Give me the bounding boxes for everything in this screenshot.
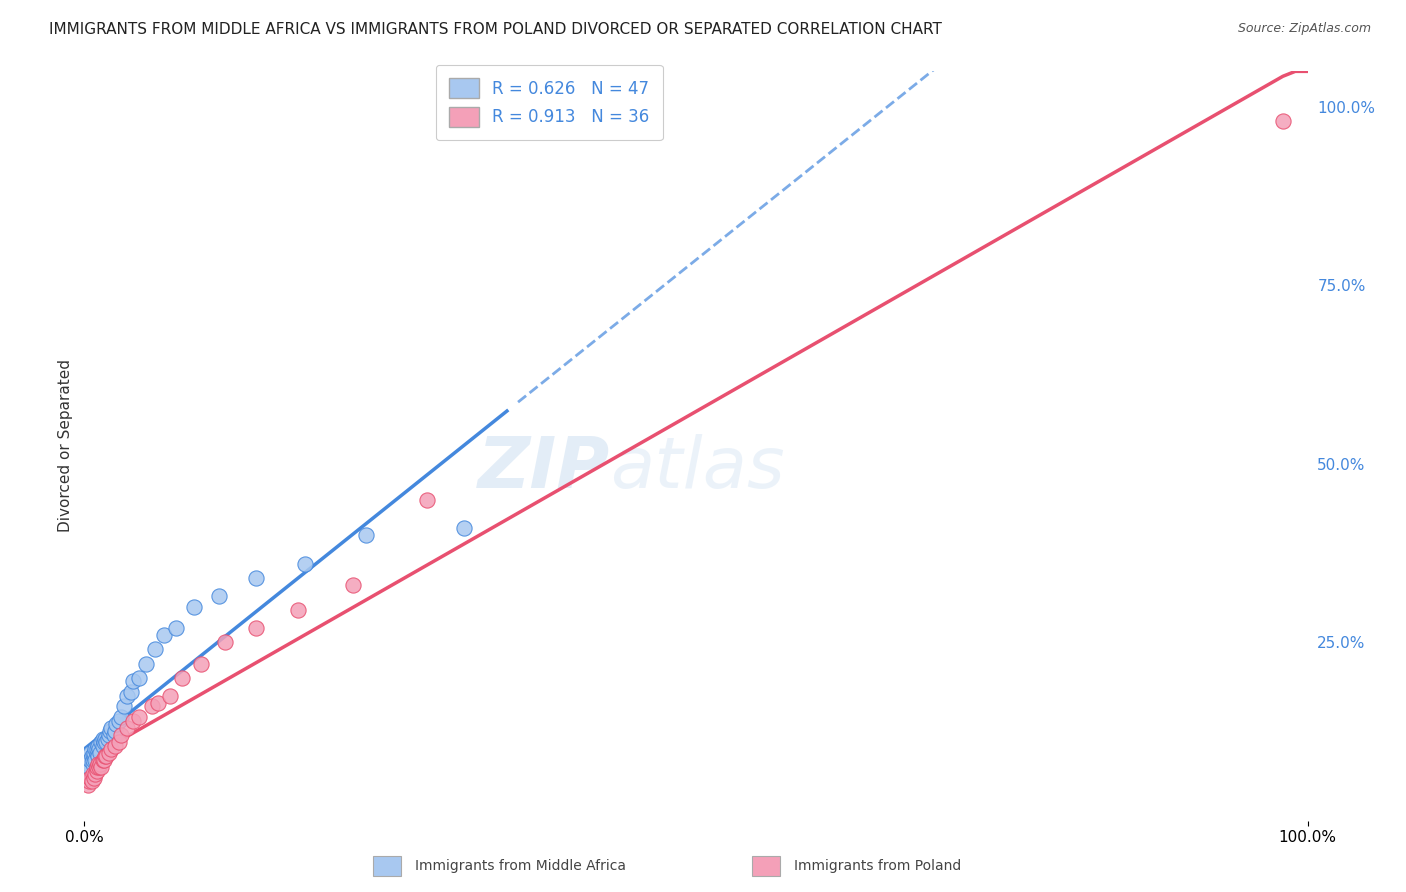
Point [146,696,169,710]
Point [97,731,120,746]
Point [294,557,316,571]
Point [87,742,110,756]
Point [84,742,107,756]
Point [143,642,166,657]
Point [110,728,132,742]
Point [86,742,108,756]
Point [93,735,115,749]
Point [77,774,100,789]
Point [82,753,104,767]
Point [115,689,138,703]
Point [77,756,100,771]
Point [208,589,231,603]
Point [79,746,101,760]
Point [159,689,181,703]
Point [122,674,145,689]
Point [245,621,267,635]
Point [83,749,105,764]
Point [86,764,108,778]
Point [172,671,194,685]
Point [107,735,129,749]
Point [122,714,145,728]
Point [165,621,187,635]
Point [93,753,115,767]
Point [83,771,105,785]
Point [245,571,267,585]
Point [84,767,107,781]
Point [89,756,111,771]
Point [96,749,118,764]
Point [416,492,439,507]
Point [135,657,157,671]
Point [183,599,205,614]
Point [79,771,101,785]
Point [94,731,117,746]
Point [107,714,129,728]
Point [128,710,150,724]
Point [115,721,138,735]
Point [87,760,110,774]
Point [91,753,114,767]
Point [354,528,377,542]
Point [190,657,212,671]
Point [453,521,475,535]
Text: atlas: atlas [610,434,785,503]
Point [100,721,122,735]
Point [96,735,118,749]
Point [89,746,111,760]
Point [110,710,132,724]
Text: Immigrants from Middle Africa: Immigrants from Middle Africa [415,859,626,873]
Point [83,746,105,760]
Point [86,746,108,760]
Legend: R = 0.626   N = 47, R = 0.913   N = 36: R = 0.626 N = 47, R = 0.913 N = 36 [436,65,662,140]
Point [90,735,112,749]
Point [98,724,121,739]
Point [112,699,135,714]
Point [97,746,120,760]
Y-axis label: Divorced or Separated: Divorced or Separated [58,359,73,533]
Point [104,739,127,753]
Point [141,699,163,714]
Point [153,628,176,642]
Point [84,753,107,767]
Point [120,685,142,699]
Point [103,728,125,742]
Point [105,717,128,731]
Point [77,760,100,774]
Text: ZIP: ZIP [478,434,610,503]
Point [100,742,122,756]
Point [1272,114,1295,128]
Point [87,756,110,771]
Point [104,724,127,739]
Text: IMMIGRANTS FROM MIDDLE AFRICA VS IMMIGRANTS FROM POLAND DIVORCED OR SEPARATED CO: IMMIGRANTS FROM MIDDLE AFRICA VS IMMIGRA… [49,22,942,37]
Point [128,671,150,685]
Point [91,731,114,746]
Point [80,774,103,789]
Point [79,753,101,767]
Point [80,749,103,764]
Text: Source: ZipAtlas.com: Source: ZipAtlas.com [1237,22,1371,36]
Point [87,749,110,764]
Point [90,760,112,774]
Point [91,739,114,753]
Text: Immigrants from Poland: Immigrants from Poland [794,859,962,873]
Point [87,739,110,753]
Point [86,760,108,774]
Point [214,635,236,649]
Point [97,728,120,742]
Point [342,578,364,592]
Point [82,767,104,781]
Point [287,603,309,617]
Point [77,778,100,792]
Point [94,749,117,764]
Point [82,756,104,771]
